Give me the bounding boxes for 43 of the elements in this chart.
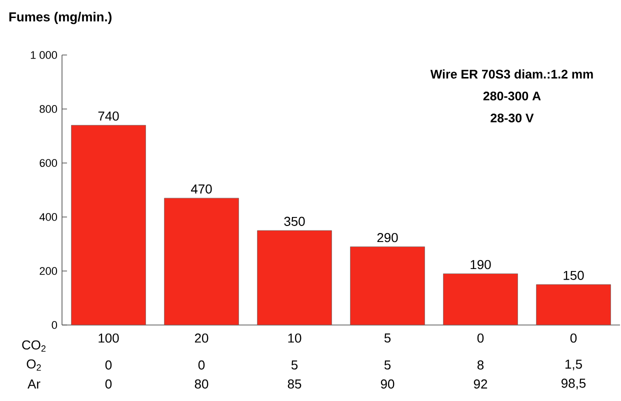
annotation: Wire ER 70S3 diam.:1.2 mm xyxy=(430,69,593,79)
y-tick-label: 0 xyxy=(52,321,58,329)
text: 5 xyxy=(291,360,298,370)
data-label: 470 xyxy=(191,184,212,194)
bar xyxy=(536,284,611,326)
x-tick-label: 20 xyxy=(194,334,208,343)
text: 0 xyxy=(105,360,112,370)
data-label: 190 xyxy=(470,260,491,270)
bar xyxy=(257,230,332,326)
data-label: 350 xyxy=(284,216,305,226)
y-axis-title: Fumes (mg/min.) xyxy=(9,12,112,24)
data-label: 150 xyxy=(564,270,584,280)
y-tick-label: 600 xyxy=(40,159,58,167)
y-tick-label: 1 000 xyxy=(30,51,58,59)
text: CO$_{2}$ xyxy=(22,340,46,352)
y-tick-label: 800 xyxy=(40,105,58,113)
text: 80 xyxy=(194,379,208,389)
text: 90 xyxy=(380,379,394,389)
x-tick-label: 0 xyxy=(477,334,484,343)
x-tick-label: 10 xyxy=(288,334,302,343)
bar xyxy=(350,246,425,326)
bar xyxy=(71,125,146,326)
text: 1,5 xyxy=(565,360,582,370)
text: 0 xyxy=(105,379,112,389)
text: 0 xyxy=(198,360,205,370)
text: 92 xyxy=(474,379,488,389)
text: Ar xyxy=(28,380,40,388)
data-label: 290 xyxy=(377,233,398,242)
y-tick-label: 400 xyxy=(39,213,58,221)
data-label: 740 xyxy=(98,112,119,121)
x-tick-label: 100 xyxy=(98,334,119,343)
text: 8 xyxy=(477,360,484,370)
x-tick-label: 5 xyxy=(384,334,391,343)
text: O$_{2}$ xyxy=(26,359,41,371)
x-tick-label: 0 xyxy=(570,334,577,343)
bar xyxy=(164,198,239,326)
bar xyxy=(443,274,518,326)
text: 98,5 xyxy=(562,378,586,390)
text: 85 xyxy=(288,379,302,389)
annotation: 280-300 A xyxy=(483,92,541,100)
text: 5 xyxy=(384,360,391,370)
annotation: 28-30 V xyxy=(490,114,534,122)
y-tick-label: 200 xyxy=(40,267,58,275)
